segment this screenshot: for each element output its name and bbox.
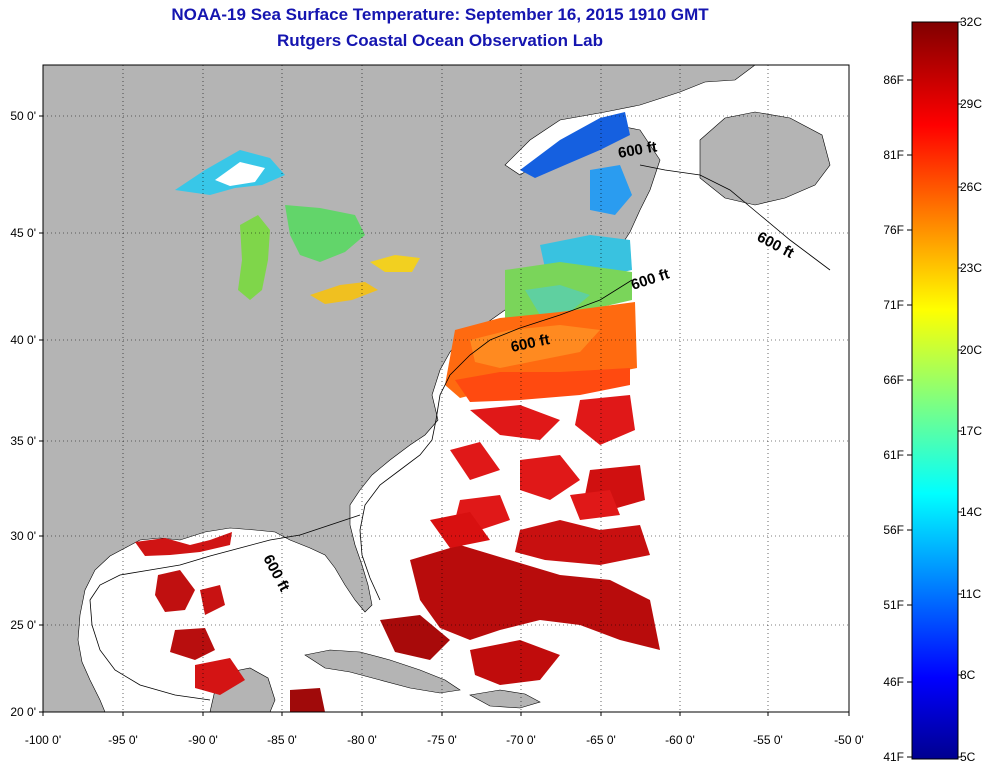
sst-gulf-stream <box>445 302 637 402</box>
colorbar-label-c: 26C <box>960 180 982 194</box>
colorbar-label-c: 8C <box>960 668 976 682</box>
lon-label: -100 0' <box>25 733 61 747</box>
lon-label: -80 0' <box>347 733 377 747</box>
lat-label: 45 0' <box>10 226 36 240</box>
lon-label: -65 0' <box>586 733 616 747</box>
colorbar-label-f: 76F <box>883 223 904 237</box>
lon-label: -55 0' <box>753 733 783 747</box>
colorbar <box>911 21 959 760</box>
colorbar-label-f: 81F <box>883 148 904 162</box>
colorbar-label-f: 46F <box>883 675 904 689</box>
colorbar-label-f: 41F <box>883 750 904 764</box>
colorbar-label-c: 23C <box>960 261 982 275</box>
colorbar-label-c: 29C <box>960 97 982 111</box>
latitude-labels: 50 0' 45 0' 40 0' 35 0' 30 0' 25 0' 20 0' <box>10 109 43 719</box>
map-subtitle: Rutgers Coastal Ocean Observation Lab <box>277 31 603 50</box>
lat-label: 40 0' <box>10 333 36 347</box>
colorbar-label-f: 66F <box>883 373 904 387</box>
lon-label: -60 0' <box>665 733 695 747</box>
sst-gulf-of-mexico <box>135 532 325 712</box>
colorbar-label-f: 61F <box>883 448 904 462</box>
longitude-labels: -100 0' -95 0' -90 0' -85 0' -80 0' -75 0' -70… <box>25 712 864 747</box>
isobath-600ft <box>89 164 831 701</box>
lat-label: 25 0' <box>10 618 36 632</box>
colorbar-label-f: 71F <box>883 298 904 312</box>
colorbar-label-c: 20C <box>960 343 982 357</box>
lon-label: -90 0' <box>188 733 218 747</box>
sst-atlantic-patches <box>380 395 660 685</box>
colorbar-label-f: 56F <box>883 523 904 537</box>
colorbar-label-c: 5C <box>960 750 976 764</box>
lon-label: -75 0' <box>427 733 457 747</box>
map-title: NOAA-19 Sea Surface Temperature: Septemb… <box>171 5 709 24</box>
lon-label: -85 0' <box>267 733 297 747</box>
map-border <box>42 64 850 713</box>
colorbar-label-f: 86F <box>883 73 904 87</box>
lat-label: 30 0' <box>10 529 36 543</box>
colorbar-label-c: 14C <box>960 505 982 519</box>
colorbar-label-c: 32C <box>960 15 982 29</box>
colorbar-label-f: 51F <box>883 598 904 612</box>
land-newfoundland <box>699 111 831 206</box>
contour-label: 600 ft <box>617 138 659 162</box>
land-cuba <box>304 649 461 694</box>
colorbar-celsius-labels: 32C 29C 26C 23C 20C 17C 14C 11C 8C 5C <box>958 15 982 764</box>
lon-label: -50 0' <box>834 733 864 747</box>
colorbar-fahrenheit-labels: 86F 81F 76F 71F 66F 61F 56F 51F 46F 41F <box>883 73 912 764</box>
land-hispaniola <box>469 689 541 709</box>
lat-label: 20 0' <box>10 705 36 719</box>
sst-cool-water <box>505 112 632 318</box>
colorbar-label-c: 11C <box>960 587 981 601</box>
great-lakes <box>175 150 420 304</box>
colorbar-label-c: 17C <box>960 424 982 438</box>
lat-label: 50 0' <box>10 109 36 123</box>
lon-label: -95 0' <box>108 733 138 747</box>
lat-label: 35 0' <box>10 434 36 448</box>
lon-label: -70 0' <box>506 733 536 747</box>
